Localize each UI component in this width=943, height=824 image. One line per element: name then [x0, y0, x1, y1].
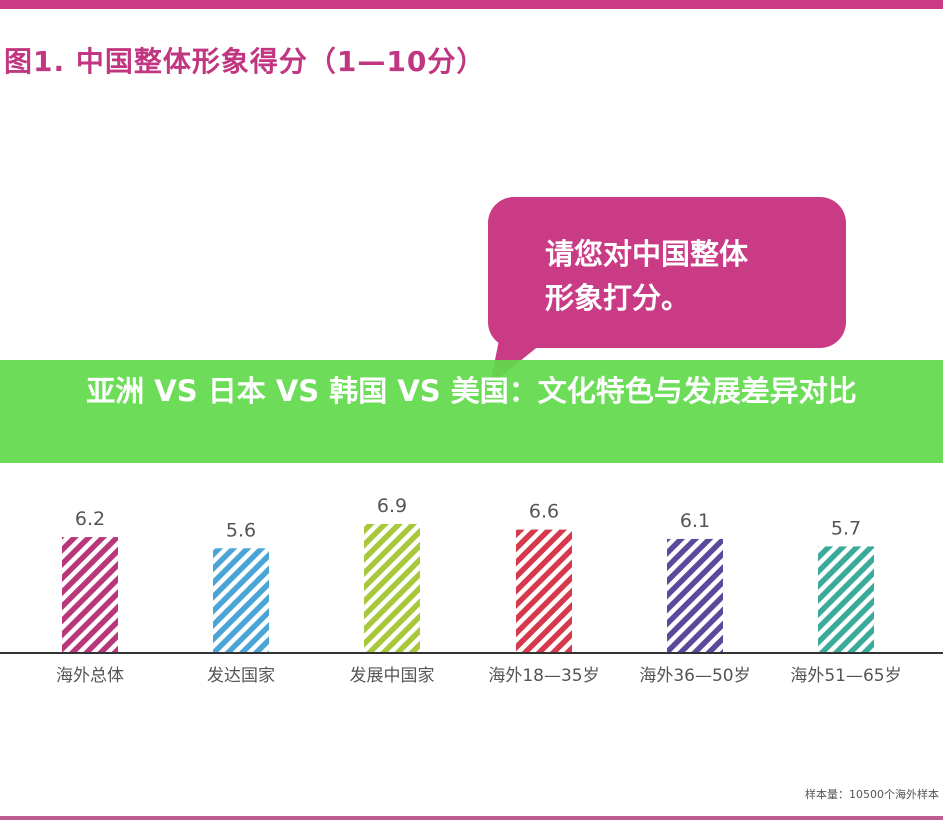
callout-line-2: 形象打分。	[545, 281, 691, 315]
top-accent-bar	[0, 0, 943, 9]
category-label: 发达国家	[207, 666, 275, 686]
headline-banner	[0, 360, 943, 463]
callout-text: 请您对中国整体 形象打分。	[545, 232, 815, 320]
chart-title: 图1. 中国整体形象得分（1—10分）	[4, 45, 486, 78]
bar-2	[213, 548, 269, 653]
bar-3	[364, 523, 420, 653]
bottom-accent-bar	[0, 816, 943, 820]
value-label: 5.7	[831, 517, 861, 539]
bar-1	[62, 537, 118, 653]
bar-6	[818, 546, 874, 653]
callout-line-1: 请您对中国整体	[545, 237, 749, 271]
category-label: 海外18—35岁	[488, 666, 599, 686]
value-label: 6.2	[75, 508, 105, 530]
category-label: 海外36—50岁	[639, 666, 750, 686]
bar-5	[667, 538, 723, 653]
category-label: 海外总体	[56, 666, 124, 686]
category-label: 海外51—65岁	[790, 666, 901, 686]
sample-size-note: 样本量：10500个海外样本	[805, 788, 939, 801]
value-label: 5.6	[226, 519, 256, 541]
bar-4	[516, 529, 572, 653]
callout-bubble	[488, 197, 846, 348]
value-label: 6.6	[529, 501, 559, 523]
value-label: 6.1	[680, 510, 710, 532]
value-label: 6.9	[377, 495, 407, 517]
headline-banner-text: 亚洲 VS 日本 VS 韩国 VS 美国：文化特色与发展差异对比	[86, 374, 857, 408]
category-label: 发展中国家	[350, 666, 435, 686]
